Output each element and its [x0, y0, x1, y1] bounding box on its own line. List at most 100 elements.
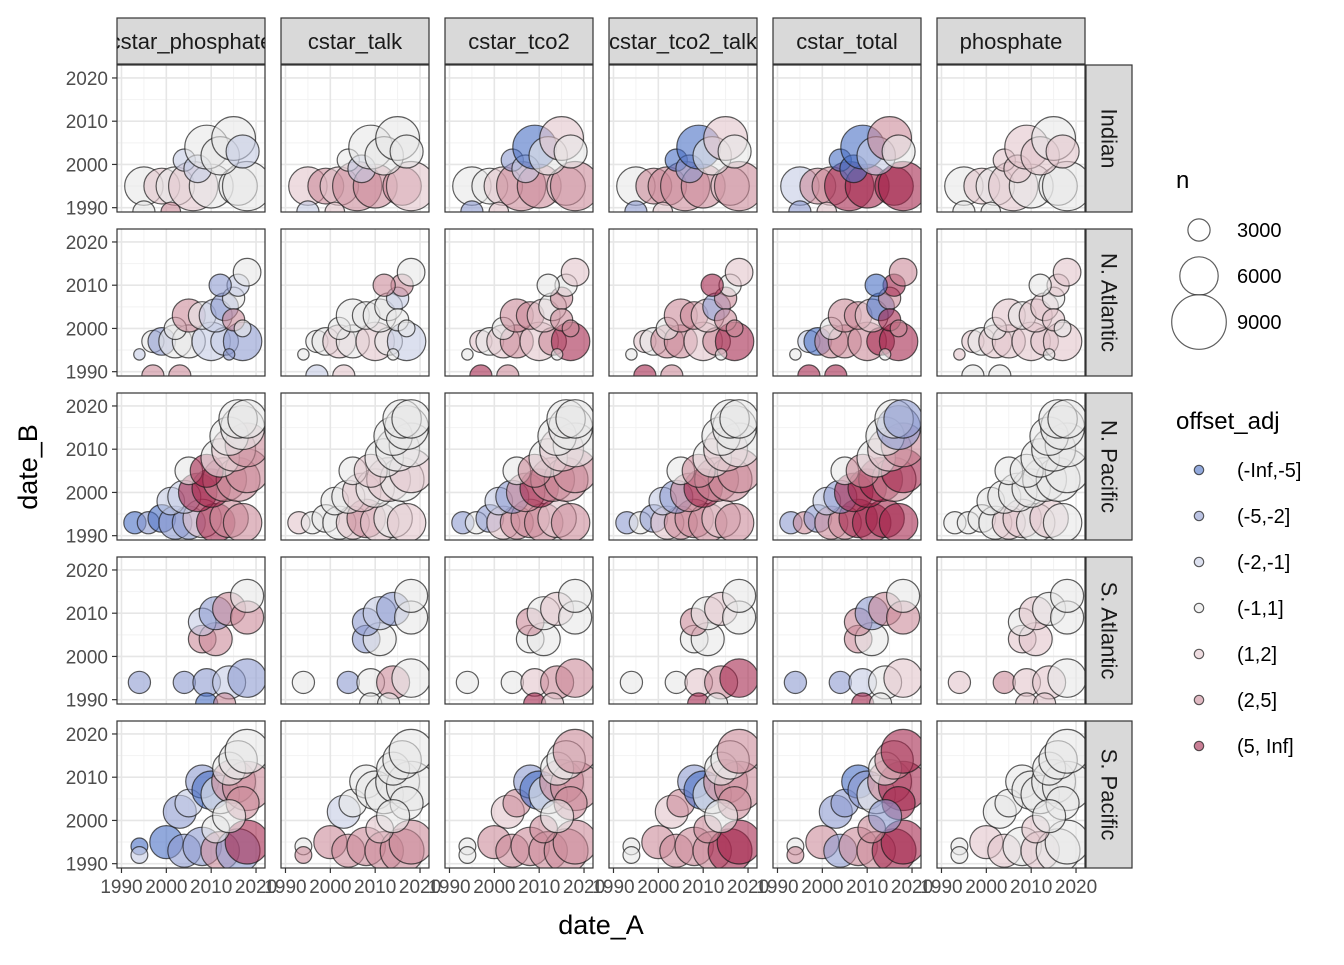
- data-point: [336, 670, 360, 695]
- x-tick-label: 1990: [920, 877, 962, 898]
- data-point: [1015, 692, 1039, 704]
- panel-s-pacific-phosphate: [936, 720, 1086, 869]
- data-point: [540, 692, 565, 704]
- x-tick-label: 2000: [801, 877, 843, 898]
- panel-border: [608, 556, 758, 705]
- data-point: [555, 399, 593, 439]
- color-legend: offset_adj (-Inf,-5] (-5,-2] (-2,-1] (-1,1] (…: [1176, 408, 1301, 758]
- x-tick-label: 2020: [1055, 877, 1097, 898]
- data-point: [553, 134, 588, 169]
- data-point: [888, 257, 918, 287]
- data-point: [950, 845, 969, 864]
- panel-n-atlantic-phosphate: [936, 228, 1086, 377]
- data-point: [539, 798, 575, 834]
- data-point: [386, 502, 427, 540]
- points-layer: [779, 399, 921, 540]
- panel-border: [116, 228, 266, 377]
- panel-n-atlantic-cstar-tco2-talk: [608, 228, 758, 377]
- points-layer: [461, 257, 591, 376]
- points-layer: [123, 399, 265, 540]
- panel-s-pacific-cstar-tco2: [444, 720, 594, 869]
- column-strip-label: cstar_talk: [308, 29, 403, 54]
- data-point: [396, 257, 426, 287]
- panel-s-atlantic-phosphate: [936, 556, 1086, 705]
- x-tick-label: 2020: [563, 877, 605, 898]
- size-legend-key: [1187, 218, 1211, 242]
- data-point: [1053, 319, 1072, 338]
- panel-border: [444, 720, 594, 869]
- x-axis: 1990 2000 2010 2020: [920, 868, 1097, 898]
- data-point: [953, 348, 966, 361]
- data-point: [297, 348, 310, 361]
- points-layer: [451, 399, 593, 540]
- data-point: [1042, 348, 1056, 361]
- data-point: [389, 134, 424, 169]
- points-layer: [455, 578, 593, 704]
- data-point: [1032, 692, 1057, 704]
- points-layer: [943, 399, 1085, 540]
- data-point: [222, 502, 263, 540]
- data-point: [225, 134, 260, 169]
- row-strip-label: Indian: [1097, 109, 1122, 169]
- x-axis-title: date_A: [558, 910, 644, 940]
- points-layer: [294, 728, 429, 868]
- points-layer: [133, 257, 263, 376]
- points-layer: [452, 115, 593, 212]
- y-tick-label: 2020: [66, 233, 108, 254]
- panel-border: [608, 720, 758, 869]
- data-point: [560, 257, 590, 287]
- x-tick-label: 2000: [309, 877, 351, 898]
- data-point: [130, 845, 149, 864]
- points-layer: [616, 115, 757, 212]
- data-point: [1031, 798, 1067, 834]
- panel-s-atlantic-cstar-talk: [280, 556, 430, 705]
- data-point: [561, 319, 580, 338]
- points-layer: [789, 257, 919, 376]
- data-point: [227, 399, 265, 439]
- color-legend-item: (-1,1]: [1193, 598, 1284, 620]
- y-axis: 1990 2000 2010 2020: [66, 561, 117, 712]
- data-point: [1028, 273, 1052, 297]
- y-tick-label: 2010: [66, 440, 108, 461]
- data-point: [232, 257, 262, 287]
- row-strip-bg: [1085, 228, 1133, 377]
- color-legend-item: (-5,-2]: [1193, 506, 1290, 528]
- color-legend-label: (2,5]: [1237, 690, 1277, 712]
- column-strip-label: cstar_tco2_talk: [609, 29, 758, 54]
- data-point: [687, 692, 711, 704]
- size-legend-key: [1171, 294, 1227, 350]
- points-layer: [458, 728, 593, 868]
- panel-border: [444, 228, 594, 377]
- data-point: [208, 273, 232, 297]
- x-tick-label: 2020: [727, 877, 769, 898]
- data-point: [227, 658, 265, 698]
- y-tick-label: 2010: [66, 604, 108, 625]
- points-layer: [619, 578, 757, 704]
- column-strip-label: cstar_phosphate: [110, 29, 273, 54]
- data-point: [233, 319, 252, 338]
- color-legend-key: [1193, 694, 1205, 706]
- data-point: [716, 728, 757, 774]
- row-strip-indian: Indian: [1085, 64, 1133, 213]
- data-point: [1047, 399, 1085, 439]
- data-point: [222, 348, 236, 361]
- panel-s-pacific-cstar-tco2-talk: [608, 720, 758, 869]
- data-point: [523, 692, 547, 704]
- panel-indian-cstar-total: [772, 64, 922, 213]
- points-layer: [615, 399, 757, 540]
- data-point: [1042, 502, 1083, 540]
- color-legend-label: (-1,1]: [1237, 598, 1284, 620]
- data-point: [376, 798, 411, 834]
- y-axis: 1990 2000 2010 2020: [66, 69, 117, 220]
- panel-indian-cstar-tco2-talk: [608, 64, 758, 213]
- panel-s-pacific-cstar-talk: [280, 720, 430, 869]
- column-strip-bg: [444, 17, 594, 65]
- column-strip-bg: [280, 17, 430, 65]
- points-layer: [786, 728, 921, 868]
- color-legend-item: (5, Inf]: [1193, 736, 1294, 758]
- panel-s-atlantic-cstar-phosphate: [116, 556, 266, 705]
- data-point: [880, 728, 921, 774]
- y-tick-label: 1990: [66, 855, 108, 876]
- data-point: [786, 845, 805, 864]
